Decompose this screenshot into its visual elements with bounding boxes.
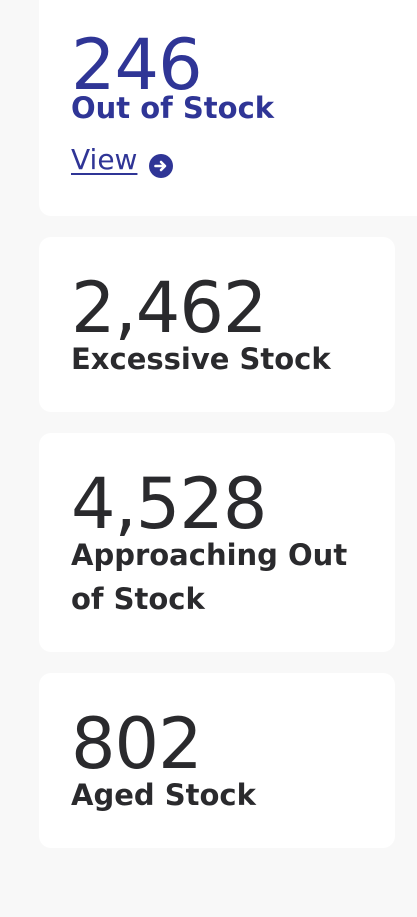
excessive-stock-count: 2,462 <box>71 267 267 349</box>
approaching-out-of-stock-count: 4,528 <box>71 463 267 545</box>
out-of-stock-label: Out of Stock <box>71 91 275 125</box>
aged-stock-label: Aged Stock <box>71 778 256 812</box>
excessive-stock-card: 2,462 Excessive Stock <box>39 237 395 412</box>
arrow-circle-right-icon <box>149 149 174 178</box>
out-of-stock-count: 246 <box>71 24 203 106</box>
aged-stock-count: 802 <box>71 703 203 785</box>
view-out-of-stock-link[interactable]: View <box>71 140 174 180</box>
approaching-out-of-stock-label: Approaching Out of Stock <box>71 538 348 616</box>
excessive-stock-label: Excessive Stock <box>71 342 331 376</box>
view-link-label: View <box>71 143 138 176</box>
approaching-out-of-stock-card: 4,528 Approaching Out of Stock <box>39 433 395 652</box>
aged-stock-card: 802 Aged Stock <box>39 673 395 848</box>
out-of-stock-card: 246 Out of Stock View <box>39 0 417 216</box>
